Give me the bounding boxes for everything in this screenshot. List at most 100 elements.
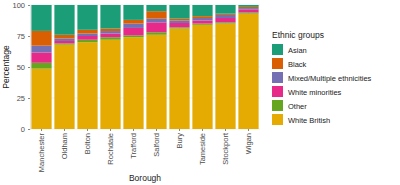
x-tick-label: Bury xyxy=(175,133,184,149)
x-tick-mark xyxy=(110,129,111,131)
bar-segment xyxy=(77,34,97,36)
x-tick-mark xyxy=(133,129,134,131)
x-tick: Salford xyxy=(152,129,161,157)
x-tick-label: Bolton xyxy=(83,133,92,154)
grid xyxy=(30,5,260,129)
bar-segment xyxy=(238,9,258,12)
x-tick-label: Salford xyxy=(152,133,161,157)
x-tick: Bolton xyxy=(83,129,92,154)
y-tick-mark xyxy=(28,67,30,68)
bar-segment xyxy=(54,43,74,44)
bar-segment xyxy=(31,31,51,46)
bar-segment xyxy=(169,5,189,19)
x-tick: Bury xyxy=(175,129,184,148)
y-axis-line xyxy=(28,6,31,130)
y-tick-mark xyxy=(28,36,30,37)
y-tick-label: 25 xyxy=(17,94,25,103)
bar-segment xyxy=(123,28,143,35)
bar-segment xyxy=(192,24,212,25)
bar-segment xyxy=(238,7,258,8)
bar-segment xyxy=(215,24,235,129)
bar-segment xyxy=(77,40,97,42)
bar-segment xyxy=(146,19,166,23)
x-tick: Trafford xyxy=(129,129,138,159)
x-tick-mark xyxy=(64,129,65,131)
x-tick-label: Wigan xyxy=(244,133,253,154)
legend-swatch xyxy=(272,100,283,111)
y-tick-mark xyxy=(28,98,30,99)
bar-segment xyxy=(123,24,143,28)
legend-label: Mixed/Multiple ethnicities xyxy=(288,74,372,83)
bar-segment xyxy=(238,8,258,9)
x-tick: Wigan xyxy=(244,129,253,154)
bar-segment xyxy=(215,22,235,23)
bar-segment xyxy=(123,35,143,37)
legend-swatch xyxy=(272,58,283,69)
x-axis: Manchester Oldham Bolton Rochdale Trafford Sa… xyxy=(31,129,261,172)
x-tick-label: Manchester xyxy=(37,133,46,173)
x-tick-mark xyxy=(156,129,157,131)
bar-segment xyxy=(100,31,120,33)
bar-segment xyxy=(77,5,97,30)
x-tick: Oldham xyxy=(60,129,69,159)
x-tick: Stockport xyxy=(221,129,230,165)
x-axis-title: Borough xyxy=(129,173,161,183)
y-axis: 0 25 50 75 100 xyxy=(12,1,30,134)
bars xyxy=(31,5,258,129)
bar-segment xyxy=(146,5,166,11)
bar-segment xyxy=(54,38,74,40)
plot: 0 25 50 75 100 Manchester Oldham Bolton Rochdale… xyxy=(12,1,260,172)
y-tick: 25 xyxy=(17,94,30,103)
bar-segment xyxy=(215,5,235,14)
bar-segment xyxy=(31,5,51,31)
bar-segment xyxy=(100,34,120,38)
bar-segment xyxy=(77,42,97,129)
bar-segment xyxy=(31,52,51,62)
bar-segment xyxy=(100,29,120,31)
bar-segment xyxy=(192,5,212,16)
x-tick-mark xyxy=(179,129,180,131)
bar-segment xyxy=(192,21,212,24)
y-tick-label: 100 xyxy=(12,1,25,10)
bar-segment xyxy=(100,37,120,39)
bar-segment xyxy=(238,14,258,129)
bar-segment xyxy=(31,69,51,129)
x-axis-line xyxy=(31,130,261,132)
legend-swatch xyxy=(272,114,283,125)
x-tick-label: Trafford xyxy=(129,133,138,159)
y-tick: 0 xyxy=(21,125,30,134)
x-tick-label: Rochdale xyxy=(106,133,115,165)
legend-label: White minorities xyxy=(288,88,342,97)
bar-segment xyxy=(169,27,189,28)
bar-segment xyxy=(169,19,189,21)
bar-segment xyxy=(192,16,212,18)
bar-segment xyxy=(146,11,166,18)
y-tick: 50 xyxy=(17,63,30,72)
bar-segment xyxy=(54,35,74,39)
bar-segment xyxy=(123,5,143,20)
bar-segment xyxy=(31,63,51,69)
x-tick: Manchester xyxy=(37,129,46,172)
x-tick-label: Oldham xyxy=(60,133,69,159)
legend-swatch xyxy=(272,44,283,55)
bar-segment xyxy=(238,5,258,7)
bar-segment xyxy=(77,30,97,34)
bar-segment xyxy=(146,35,166,129)
y-tick-mark xyxy=(28,129,30,130)
chart: 0 25 50 75 100 Manchester Oldham Bolton Rochdale… xyxy=(0,0,400,185)
y-axis-title: Percentage xyxy=(1,45,11,89)
bar-segment xyxy=(169,23,189,27)
bar-segment xyxy=(215,15,235,18)
bar-segment xyxy=(215,18,235,22)
bar-segment xyxy=(123,37,143,129)
legend-label: White British xyxy=(288,116,330,125)
x-tick-mark xyxy=(87,129,88,131)
y-tick-label: 75 xyxy=(17,32,25,41)
bar-segment xyxy=(31,46,51,53)
y-tick-label: 50 xyxy=(17,63,25,72)
bar-segment xyxy=(169,21,189,23)
y-tick-label: 0 xyxy=(21,125,25,134)
legend-label: Other xyxy=(288,102,307,111)
grid-x xyxy=(42,5,249,129)
bar-segment xyxy=(192,25,212,129)
